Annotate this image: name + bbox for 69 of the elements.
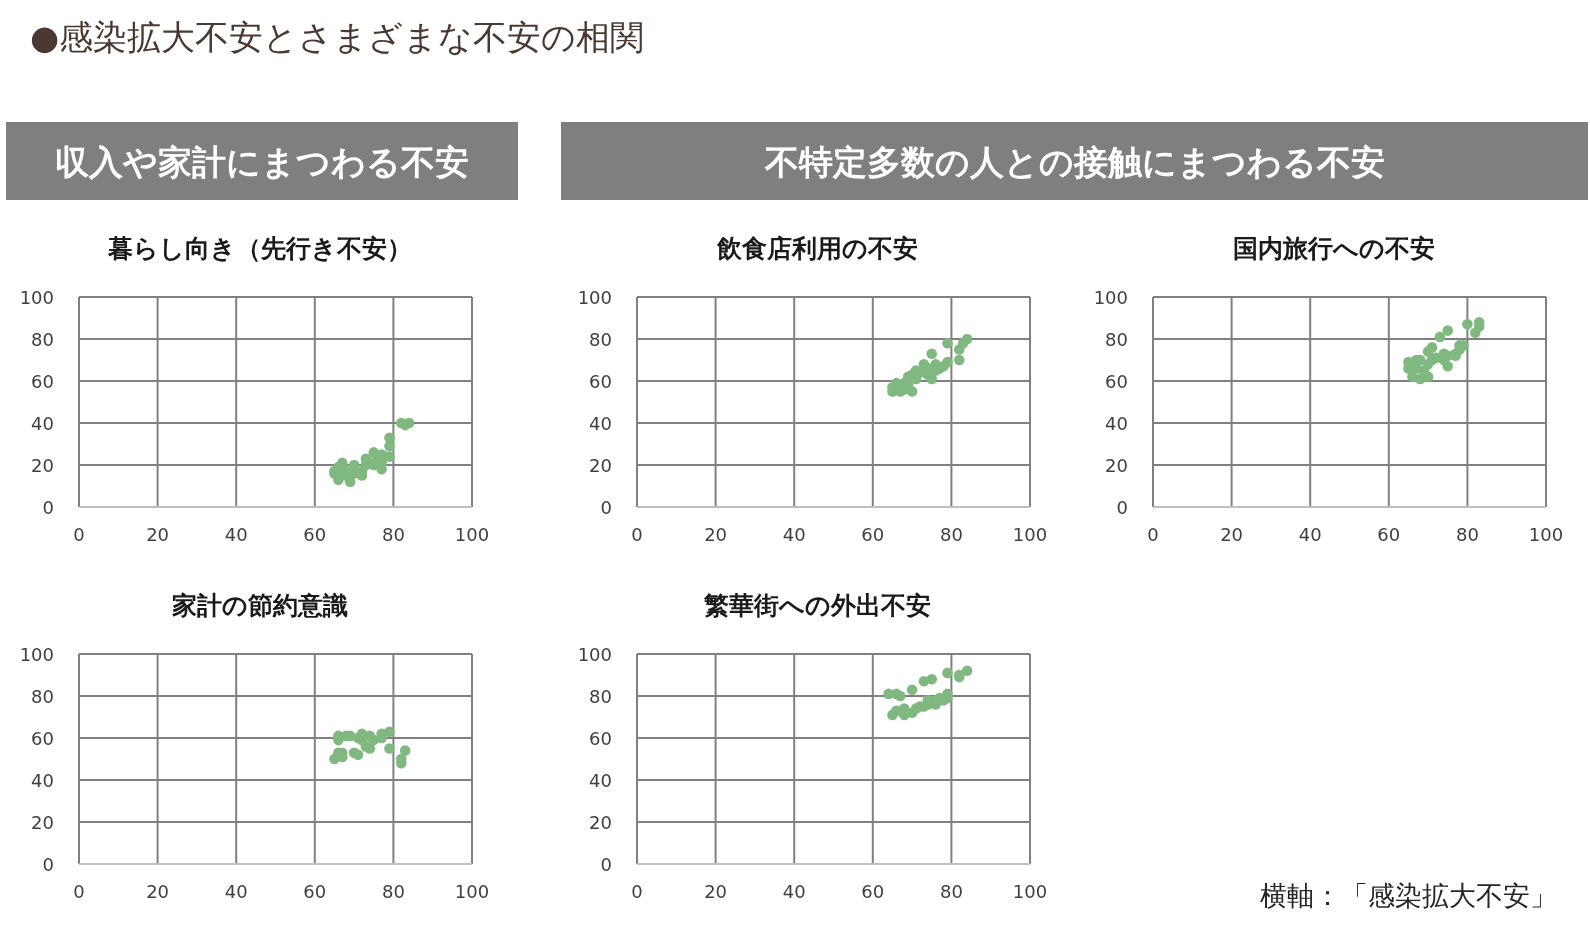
x-tick-label: 0 xyxy=(631,523,643,545)
y-tick-label: 60 xyxy=(1105,370,1128,392)
y-tick-label: 40 xyxy=(31,769,54,791)
y-tick-label: 20 xyxy=(31,454,54,476)
x-tick-label: 0 xyxy=(1147,523,1159,545)
x-tick-label: 20 xyxy=(704,523,728,545)
x-tick-label: 20 xyxy=(1220,523,1244,545)
x-tick-label: 100 xyxy=(454,523,490,545)
x-tick-label: 60 xyxy=(861,523,885,545)
x-tick-label: 40 xyxy=(782,880,806,902)
y-tick-label: 60 xyxy=(589,727,612,749)
y-tick-label: 80 xyxy=(589,685,612,707)
chart-title: 暮らし向き（先行き不安） xyxy=(106,233,412,263)
y-tick-label: 0 xyxy=(42,853,54,875)
text: 横軸：「感染拡大不安」 xyxy=(1260,879,1557,911)
y-tick-label: 40 xyxy=(589,412,612,434)
chart-title: 繁華街への外出不安 xyxy=(703,590,931,620)
x-tick-label: 100 xyxy=(1528,523,1564,545)
x-tick-label: 80 xyxy=(939,880,963,902)
text: ●感染拡大不安とさまざまな不安の相関 xyxy=(30,17,645,57)
y-tick-label: 80 xyxy=(1105,328,1128,350)
y-tick-label: 80 xyxy=(31,328,54,350)
x-tick-label: 100 xyxy=(454,880,490,902)
x-tick-label: 60 xyxy=(303,523,327,545)
x-tick-label: 60 xyxy=(1377,523,1401,545)
text: 収入や家計にまつわる不安 xyxy=(55,142,469,182)
y-tick-label: 0 xyxy=(600,853,612,875)
x-tick-label: 100 xyxy=(1012,523,1048,545)
y-tick-label: 40 xyxy=(31,412,54,434)
x-tick-label: 20 xyxy=(146,523,170,545)
y-tick-label: 20 xyxy=(589,454,612,476)
y-tick-label: 100 xyxy=(19,643,54,665)
x-tick-label: 80 xyxy=(381,880,405,902)
x-tick-label: 40 xyxy=(224,880,248,902)
y-tick-label: 40 xyxy=(589,769,612,791)
y-tick-label: 40 xyxy=(1105,412,1128,434)
y-tick-label: 100 xyxy=(577,643,612,665)
x-tick-label: 60 xyxy=(861,880,885,902)
x-tick-label: 80 xyxy=(1455,523,1479,545)
x-tick-label: 60 xyxy=(303,880,327,902)
y-tick-label: 80 xyxy=(31,685,54,707)
y-tick-label: 20 xyxy=(1105,454,1128,476)
text: 不特定多数の人との接触にまつわる不安 xyxy=(763,142,1385,182)
x-tick-label: 0 xyxy=(73,523,85,545)
y-tick-label: 60 xyxy=(31,370,54,392)
y-tick-label: 20 xyxy=(589,811,612,833)
y-tick-label: 0 xyxy=(600,496,612,518)
x-tick-label: 40 xyxy=(782,523,806,545)
y-tick-label: 20 xyxy=(31,811,54,833)
y-tick-label: 100 xyxy=(1093,286,1128,308)
y-tick-label: 100 xyxy=(19,286,54,308)
chart-title: 国内旅行への不安 xyxy=(1232,233,1435,263)
x-tick-label: 0 xyxy=(73,880,85,902)
chart-title: 家計の節約意識 xyxy=(170,590,348,620)
x-tick-label: 40 xyxy=(1298,523,1322,545)
x-tick-label: 40 xyxy=(224,523,248,545)
y-tick-label: 60 xyxy=(31,727,54,749)
y-tick-label: 100 xyxy=(577,286,612,308)
x-tick-label: 100 xyxy=(1012,880,1048,902)
x-tick-label: 20 xyxy=(146,880,170,902)
y-tick-label: 80 xyxy=(589,328,612,350)
chart-title: 飲食店利用の不安 xyxy=(716,233,918,263)
x-tick-label: 80 xyxy=(381,523,405,545)
x-tick-label: 80 xyxy=(939,523,963,545)
y-tick-label: 0 xyxy=(1116,496,1128,518)
x-tick-label: 0 xyxy=(631,880,643,902)
x-tick-label: 20 xyxy=(704,880,728,902)
y-tick-label: 60 xyxy=(589,370,612,392)
y-tick-label: 0 xyxy=(42,496,54,518)
